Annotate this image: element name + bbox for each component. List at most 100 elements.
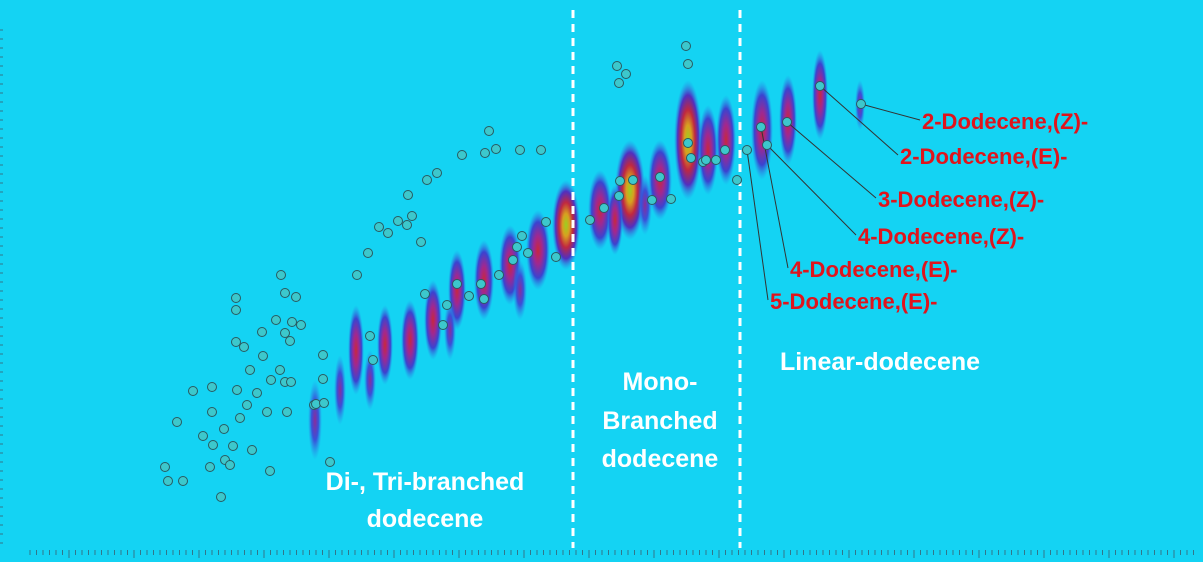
peak — [638, 175, 652, 235]
marker — [267, 376, 276, 385]
marker — [206, 463, 215, 472]
marker — [743, 146, 752, 155]
marker — [281, 289, 290, 298]
marker — [439, 321, 448, 330]
marker — [266, 467, 275, 476]
region-label: Di-, Tri-branched — [326, 468, 525, 496]
marker — [485, 127, 494, 136]
marker — [258, 328, 267, 337]
marker — [721, 146, 730, 155]
marker — [458, 151, 467, 160]
compound-label: 4-Dodecene,(Z)- — [858, 224, 1024, 249]
marker — [199, 432, 208, 441]
marker — [220, 425, 229, 434]
marker — [712, 156, 721, 165]
marker — [246, 366, 255, 375]
marker — [208, 408, 217, 417]
marker — [369, 356, 378, 365]
marker — [684, 60, 693, 69]
marker — [757, 123, 766, 132]
marker — [248, 446, 257, 455]
compound-label: 2-Dodecene,(E)- — [900, 144, 1067, 169]
marker — [364, 249, 373, 258]
peak — [513, 260, 527, 320]
marker — [682, 42, 691, 51]
marker — [600, 204, 609, 213]
peak — [334, 355, 346, 425]
region-label: Branched — [602, 407, 717, 435]
marker — [404, 191, 413, 200]
compound-label: 3-Dodecene,(Z)- — [878, 187, 1044, 212]
marker — [667, 195, 676, 204]
marker — [513, 243, 522, 252]
marker — [421, 290, 430, 299]
marker — [648, 196, 657, 205]
marker — [319, 375, 328, 384]
marker — [384, 229, 393, 238]
marker — [240, 343, 249, 352]
marker — [537, 146, 546, 155]
compound-label: 2-Dodecene,(Z)- — [922, 109, 1088, 134]
marker — [477, 280, 486, 289]
marker — [586, 216, 595, 225]
marker — [179, 477, 188, 486]
marker — [253, 389, 262, 398]
marker — [480, 295, 489, 304]
marker — [297, 321, 306, 330]
region-label: dodecene — [367, 505, 484, 533]
marker — [229, 442, 238, 451]
marker — [243, 401, 252, 410]
peak — [698, 105, 718, 195]
marker — [281, 329, 290, 338]
marker — [288, 318, 297, 327]
compound-label: 5-Dodecene,(E)- — [770, 289, 937, 314]
marker — [453, 280, 462, 289]
marker — [763, 141, 772, 150]
region-label: Linear-dodecene — [780, 348, 980, 376]
marker — [292, 293, 301, 302]
marker — [542, 218, 551, 227]
marker — [629, 176, 638, 185]
marker — [702, 156, 711, 165]
marker — [263, 408, 272, 417]
marker — [277, 271, 286, 280]
marker — [687, 154, 696, 163]
marker — [326, 458, 335, 467]
marker — [615, 79, 624, 88]
marker — [509, 256, 518, 265]
marker — [656, 173, 665, 182]
marker — [259, 352, 268, 361]
region-label: Mono- — [623, 368, 698, 396]
marker — [161, 463, 170, 472]
marker — [320, 399, 329, 408]
marker — [286, 337, 295, 346]
marker — [189, 387, 198, 396]
peak — [716, 95, 736, 185]
marker — [613, 62, 622, 71]
marker — [232, 294, 241, 303]
region-label: dodecene — [602, 445, 719, 473]
marker — [208, 383, 217, 392]
marker — [518, 232, 527, 241]
chromatogram: Di-, Tri-branched dodecene Mono- Branche… — [0, 0, 1203, 562]
marker — [857, 100, 866, 109]
marker — [366, 332, 375, 341]
marker — [465, 292, 474, 301]
marker — [272, 316, 281, 325]
peak — [308, 380, 322, 460]
marker — [433, 169, 442, 178]
peak — [348, 305, 364, 395]
marker — [495, 271, 504, 280]
peak — [812, 50, 828, 140]
marker — [622, 70, 631, 79]
peak — [377, 305, 393, 385]
marker — [164, 477, 173, 486]
marker — [684, 139, 693, 148]
marker — [287, 378, 296, 387]
marker — [423, 176, 432, 185]
marker — [209, 441, 218, 450]
marker — [226, 461, 235, 470]
marker — [417, 238, 426, 247]
marker — [233, 386, 242, 395]
marker — [783, 118, 792, 127]
